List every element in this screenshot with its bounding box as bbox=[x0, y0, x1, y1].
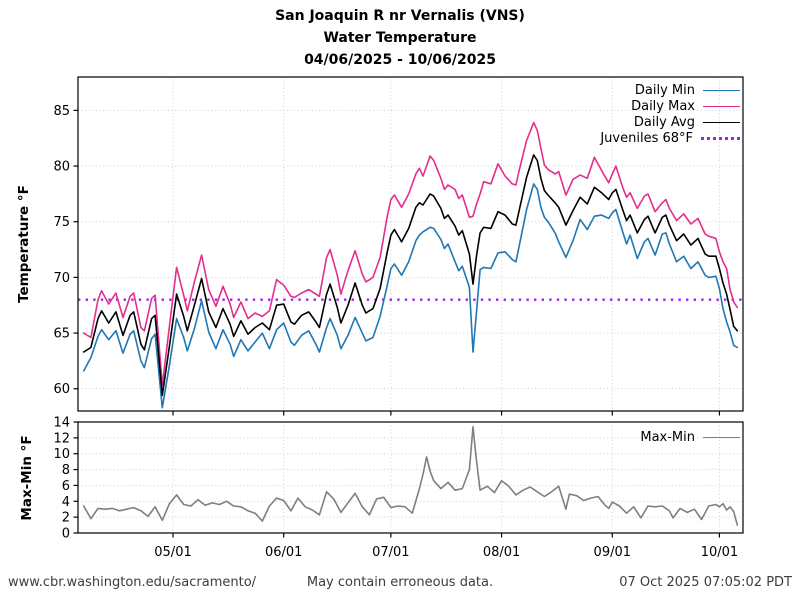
y-tick-label: 14 bbox=[53, 416, 70, 431]
x-tick-label: 05/01 bbox=[154, 545, 191, 560]
legend-item-daily-max: Daily Max bbox=[600, 98, 740, 114]
x-tick-label: 07/01 bbox=[372, 545, 409, 560]
legend-item-daily-min: Daily Min bbox=[600, 82, 740, 98]
legend-maxmin: Max-Min bbox=[640, 429, 740, 445]
legend-label-daily-max: Daily Max bbox=[631, 98, 695, 114]
temperature-axis-label: Temperature °F bbox=[16, 185, 32, 303]
y-tick-label: 2 bbox=[62, 511, 70, 526]
y-tick-label: 75 bbox=[53, 215, 70, 230]
y-tick-label: 0 bbox=[62, 527, 70, 542]
legend-label-maxmin: Max-Min bbox=[640, 429, 695, 445]
legend-item-maxmin: Max-Min bbox=[640, 429, 740, 445]
panel-border bbox=[77, 421, 744, 534]
x-tick-label: 09/01 bbox=[594, 545, 631, 560]
x-tick-label: 08/01 bbox=[483, 545, 520, 560]
figure-titles: San Joaquin R nr Vernalis (VNS) Water Te… bbox=[0, 5, 800, 71]
y-tick-label: 65 bbox=[53, 327, 70, 342]
maxmin-line-swatch bbox=[703, 436, 740, 438]
legend-item-juveniles: Juveniles 68°F bbox=[600, 130, 740, 146]
daily-max-line-swatch bbox=[703, 105, 740, 107]
page-subtitle: Water Temperature bbox=[323, 30, 477, 46]
maxmin-axis-label: Max-Min °F bbox=[19, 435, 35, 520]
y-tick-label: 6 bbox=[62, 479, 70, 494]
legend-label-daily-avg: Daily Avg bbox=[633, 114, 695, 130]
x-tick-label: 06/01 bbox=[265, 545, 302, 560]
y-tick-label: 85 bbox=[53, 104, 70, 119]
y-tick-label: 10 bbox=[53, 447, 70, 462]
footer-disclaimer: May contain erroneous data. bbox=[306, 575, 494, 590]
series-line-daily-min bbox=[82, 183, 739, 409]
daily-min-line-swatch bbox=[703, 89, 740, 91]
y-tick-label: 70 bbox=[53, 271, 70, 286]
juveniles-dotted-swatch bbox=[701, 136, 740, 140]
series-line-daily-max bbox=[82, 121, 739, 387]
y-tick-label: 80 bbox=[53, 160, 70, 175]
legend-label-daily-min: Daily Min bbox=[634, 82, 695, 98]
y-tick-label: 8 bbox=[62, 463, 70, 478]
series-line-daily-avg bbox=[82, 154, 739, 397]
panel-temperature: 60 65 70 75 80 85 bbox=[53, 76, 744, 416]
page-title: San Joaquin R nr Vernalis (VNS) bbox=[275, 8, 525, 24]
daily-avg-line-swatch bbox=[703, 121, 740, 123]
legend-label-juveniles: Juveniles 68°F bbox=[600, 130, 693, 146]
series-line-max-min bbox=[82, 425, 739, 526]
y-tick-label: 4 bbox=[62, 495, 70, 510]
y-tick-label: 60 bbox=[53, 382, 70, 397]
footer-url: www.cbr.washington.edu/sacramento/ bbox=[8, 575, 257, 590]
date-range: 04/06/2025 - 10/06/2025 bbox=[304, 52, 496, 68]
x-tick-label: 10/01 bbox=[701, 545, 738, 560]
legend-item-daily-avg: Daily Avg bbox=[600, 114, 740, 130]
footer: www.cbr.washington.edu/sacramento/ May c… bbox=[0, 575, 800, 595]
footer-timestamp: 07 Oct 2025 07:05:02 PDT bbox=[619, 575, 792, 590]
legend-temperature: Daily Min Daily Max Daily Avg Juveniles … bbox=[600, 82, 740, 146]
panel-border bbox=[77, 76, 744, 412]
y-tick-label: 12 bbox=[53, 431, 70, 446]
